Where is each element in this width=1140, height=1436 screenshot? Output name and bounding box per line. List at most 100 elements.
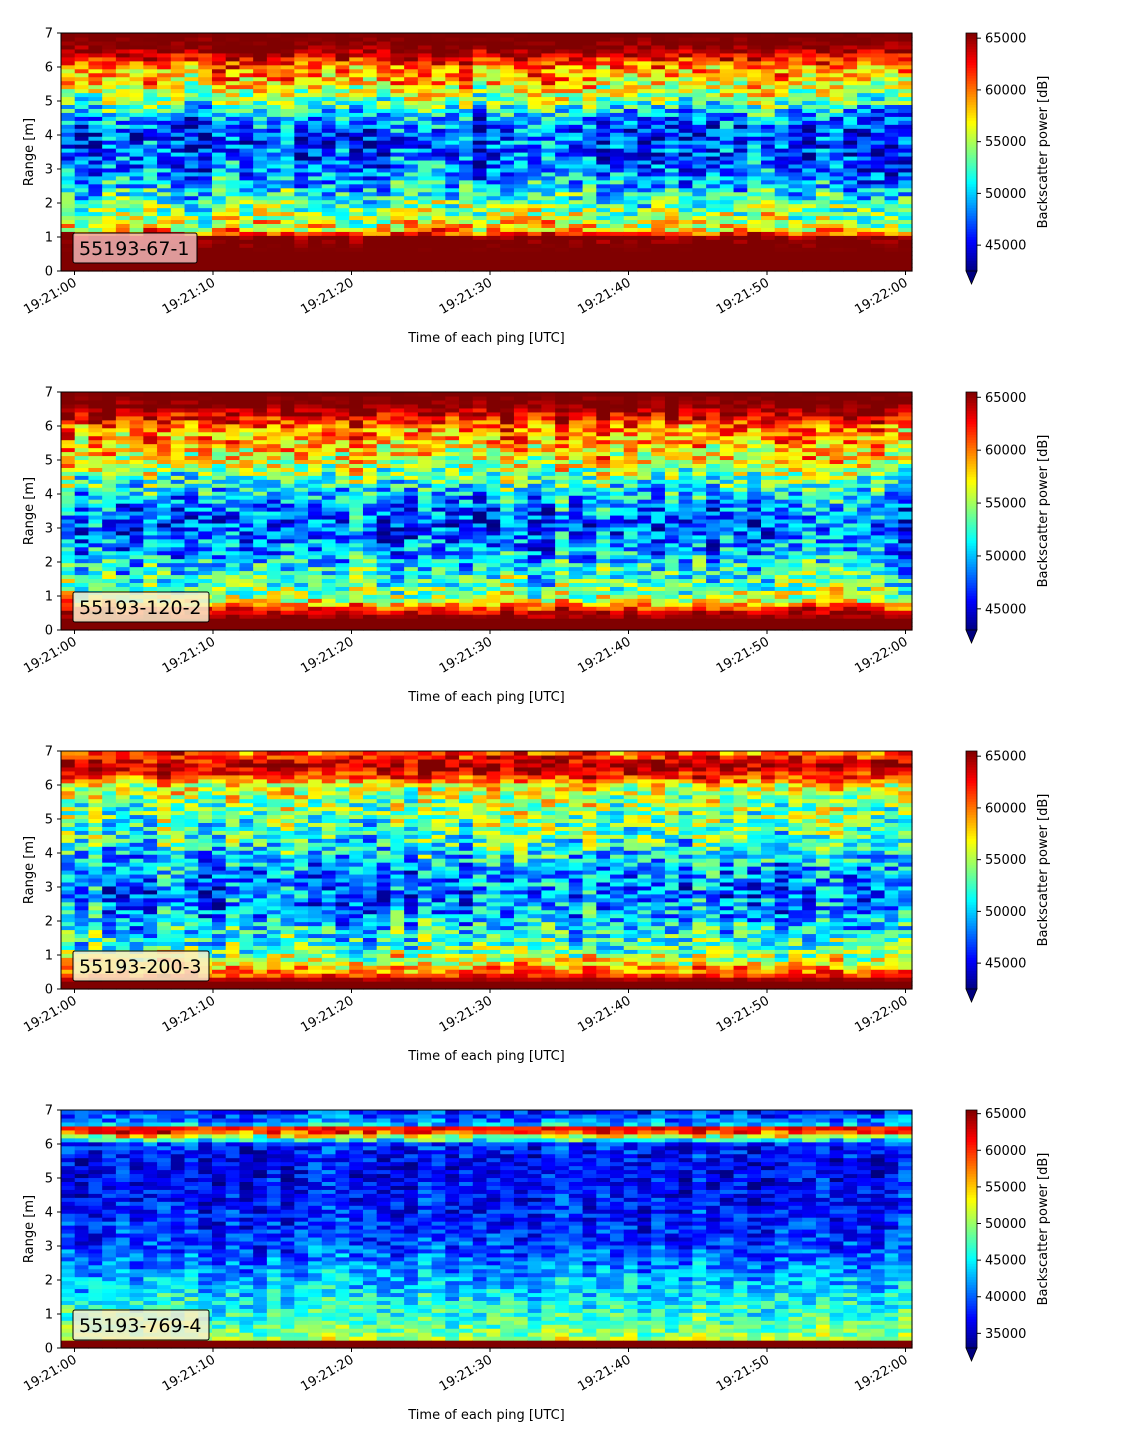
heatmap-cell <box>280 267 295 272</box>
heatmap-cell <box>308 431 323 437</box>
heatmap-cell <box>857 88 872 94</box>
heatmap-cell <box>774 108 790 113</box>
heatmap-cell <box>115 483 131 488</box>
heatmap-cell <box>61 64 76 70</box>
heatmap-cell <box>88 60 103 66</box>
heatmap-cell <box>102 100 117 105</box>
heatmap-cell <box>198 88 213 94</box>
heatmap-cell <box>349 33 364 38</box>
heatmap-cell <box>143 435 158 441</box>
heatmap-cell <box>568 88 584 94</box>
heatmap-cell <box>211 427 227 433</box>
heatmap-cell <box>115 586 131 591</box>
heatmap-cell <box>211 475 227 480</box>
heatmap-cell <box>253 84 268 90</box>
heatmap-cell <box>664 104 680 109</box>
heatmap-cell <box>129 463 144 468</box>
heatmap-cell <box>692 33 707 38</box>
heatmap-cell <box>884 104 899 109</box>
heatmap-cell <box>102 195 117 201</box>
heatmap-cell <box>239 538 254 544</box>
heatmap-cell <box>88 626 103 631</box>
colorbar-segment <box>966 154 977 158</box>
heatmap-cell <box>884 52 899 58</box>
heatmap-cell <box>129 191 144 197</box>
heatmap-cell <box>157 152 172 157</box>
heatmap-cell <box>596 112 611 117</box>
heatmap-cell <box>211 392 227 397</box>
heatmap-cell <box>349 100 364 105</box>
heatmap-cell <box>459 144 474 149</box>
heatmap-cell <box>61 267 76 272</box>
heatmap-cell <box>568 108 584 113</box>
heatmap-cell <box>61 566 76 572</box>
heatmap-cell <box>568 33 584 38</box>
heatmap-cell <box>513 155 529 161</box>
heatmap-cell <box>88 518 103 524</box>
heatmap-cell <box>157 586 172 591</box>
heatmap-cell <box>239 140 254 145</box>
heatmap-cell <box>225 60 241 66</box>
heatmap-cell <box>143 554 158 560</box>
heatmap-cell <box>280 518 295 524</box>
heatmap-cell <box>280 606 295 611</box>
heatmap-cell <box>678 183 693 189</box>
heatmap-cell <box>157 144 172 149</box>
heatmap-cell <box>417 96 433 102</box>
heatmap-cell <box>157 439 172 445</box>
heatmap-cell <box>417 243 433 248</box>
heatmap-cell <box>486 36 501 42</box>
heatmap-cell <box>651 132 666 137</box>
heatmap-cell <box>610 100 625 105</box>
heatmap-cell <box>445 104 460 109</box>
heatmap-cell <box>294 108 309 113</box>
heatmap-cell <box>843 128 858 133</box>
heatmap-cell <box>335 60 350 66</box>
heatmap-cell <box>733 152 748 157</box>
heatmap-cell <box>280 542 295 548</box>
heatmap-cell <box>664 163 680 169</box>
heatmap-cell <box>74 479 90 484</box>
heatmap-cell <box>596 48 611 54</box>
heatmap-cell <box>582 219 597 224</box>
heatmap-cell <box>774 191 790 197</box>
heatmap-cell <box>445 255 460 260</box>
heatmap-cell <box>500 33 515 38</box>
heatmap-cell <box>184 415 199 421</box>
heatmap-cell <box>294 243 309 248</box>
heatmap-cell <box>788 48 803 54</box>
heatmap-cell <box>500 227 515 232</box>
heatmap-cell <box>417 52 433 58</box>
heatmap-cell <box>280 187 295 193</box>
heatmap-cell <box>500 267 515 272</box>
heatmap-cell <box>610 227 625 232</box>
heatmap-cell <box>829 148 844 153</box>
heatmap-cell <box>651 112 666 117</box>
heatmap-cell <box>500 144 515 149</box>
heatmap-cell <box>61 96 76 102</box>
heatmap-cell <box>747 92 762 98</box>
colorbar-segment <box>966 125 977 129</box>
heatmap-cell <box>747 267 762 272</box>
heatmap-cell <box>335 152 350 157</box>
heatmap-cell <box>143 227 158 232</box>
heatmap-cell <box>335 112 350 117</box>
heatmap-cell <box>747 108 762 113</box>
heatmap-cell <box>815 36 831 42</box>
heatmap-cell <box>143 40 158 46</box>
heatmap-cell <box>664 231 680 236</box>
heatmap-cell <box>308 443 323 449</box>
heatmap-cell <box>239 586 254 591</box>
heatmap-cell <box>266 219 282 224</box>
heatmap-cell <box>692 144 707 149</box>
heatmap-cell <box>500 199 515 205</box>
heatmap-cell <box>733 40 748 46</box>
heatmap-cell <box>115 33 131 38</box>
heatmap-cell <box>129 570 144 576</box>
heatmap-cell <box>637 191 652 197</box>
heatmap-cell <box>774 219 790 224</box>
heatmap-cell <box>651 152 666 157</box>
heatmap-cell <box>170 479 186 484</box>
heatmap-cell <box>253 159 268 165</box>
heatmap-cell <box>253 140 268 145</box>
